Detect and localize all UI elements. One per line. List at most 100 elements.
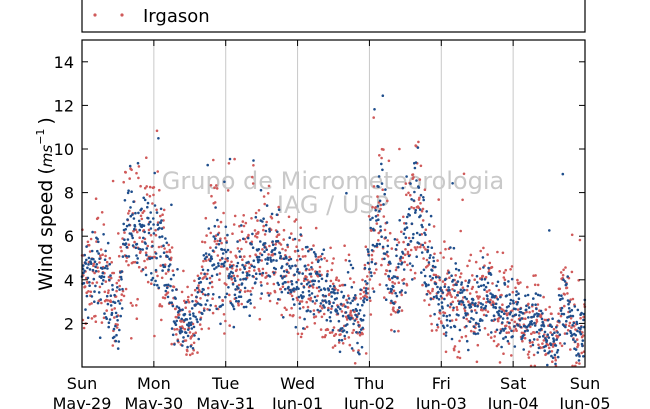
- point-series-2: [553, 331, 556, 335]
- point-series-2: [136, 257, 139, 260]
- point-series-2: [234, 296, 238, 300]
- point-series-2: [132, 200, 135, 203]
- point-irgason: [115, 289, 118, 293]
- point-series-2: [406, 215, 409, 219]
- point-irgason: [433, 252, 436, 256]
- point-series-2: [552, 339, 556, 342]
- point-series-2: [393, 275, 397, 279]
- point-irgason: [135, 171, 138, 175]
- point-irgason: [145, 193, 149, 196]
- point-irgason: [491, 282, 494, 285]
- point-series-2: [228, 272, 231, 276]
- point-irgason: [218, 278, 221, 282]
- point-series-2: [316, 272, 319, 275]
- point-series-2: [168, 301, 172, 305]
- y-axis-title-text: Wind speed: [35, 180, 57, 291]
- point-series-2: [213, 224, 217, 228]
- point-irgason: [531, 309, 535, 313]
- point-irgason: [421, 207, 425, 211]
- point-irgason: [361, 332, 364, 336]
- point-series-2: [107, 325, 110, 329]
- point-series-2: [472, 325, 476, 329]
- point-series-2: [465, 339, 469, 343]
- point-series-2: [562, 278, 565, 282]
- point-irgason: [443, 282, 447, 286]
- point-series-2: [214, 206, 217, 209]
- point-series-2: [518, 318, 522, 322]
- point-series-2: [510, 277, 514, 281]
- point-series-2: [310, 266, 313, 269]
- point-series-2: [319, 309, 322, 313]
- point-series-2: [532, 297, 535, 300]
- point-irgason: [536, 283, 540, 287]
- point-series-2: [165, 241, 169, 245]
- point-irgason: [489, 298, 492, 302]
- point-series-2: [249, 302, 252, 305]
- point-irgason: [409, 268, 413, 272]
- point-series-2: [294, 325, 298, 329]
- point-irgason: [312, 244, 315, 247]
- point-series-2: [143, 230, 146, 234]
- point-series-2: [298, 307, 302, 310]
- point-series-2: [223, 248, 226, 252]
- point-series-2: [499, 330, 503, 333]
- point-irgason: [546, 343, 550, 347]
- point-series-2: [226, 248, 230, 252]
- point-irgason: [100, 301, 103, 305]
- point-irgason: [479, 249, 483, 253]
- point-series-2: [217, 264, 220, 268]
- point-series-2: [464, 306, 467, 309]
- point-irgason: [359, 297, 363, 300]
- point-irgason: [515, 329, 518, 333]
- point-series-2: [341, 327, 344, 330]
- point-irgason: [390, 328, 393, 332]
- point-irgason: [166, 291, 170, 294]
- point-irgason: [464, 334, 468, 338]
- point-irgason: [209, 231, 212, 235]
- point-series-2: [234, 279, 237, 283]
- point-series-2: [91, 268, 95, 272]
- point-irgason: [148, 185, 152, 189]
- point-series-2: [109, 274, 112, 277]
- point-series-2: [475, 274, 479, 278]
- point-irgason: [150, 282, 153, 286]
- point-series-2: [549, 343, 553, 347]
- point-irgason: [265, 220, 269, 224]
- point-series-2: [431, 264, 435, 268]
- point-series-2: [152, 232, 156, 235]
- point-series-2: [429, 297, 433, 301]
- point-series-2: [382, 203, 385, 206]
- point-irgason: [82, 326, 86, 330]
- point-series-2: [267, 294, 271, 297]
- point-irgason: [319, 328, 323, 331]
- point-series-2: [325, 318, 329, 322]
- point-series-2: [305, 282, 309, 286]
- point-series-2: [571, 314, 575, 318]
- point-irgason: [156, 274, 159, 278]
- point-series-2: [292, 287, 296, 290]
- point-irgason: [190, 293, 194, 297]
- point-irgason: [143, 259, 146, 263]
- point-irgason: [430, 322, 433, 326]
- point-irgason: [223, 237, 227, 240]
- point-irgason: [469, 329, 473, 333]
- point-irgason: [285, 308, 288, 312]
- point-irgason: [526, 285, 529, 289]
- point-series-2: [538, 335, 541, 339]
- point-irgason: [423, 299, 426, 302]
- y-axis-unit-exp: −1: [34, 129, 47, 145]
- point-series-2: [97, 291, 101, 294]
- point-series-2: [532, 315, 535, 318]
- point-series-2: [195, 318, 199, 321]
- point-irgason: [402, 240, 405, 244]
- point-irgason: [307, 297, 311, 301]
- point-irgason: [374, 206, 378, 209]
- point-series-2: [438, 309, 442, 312]
- point-irgason: [554, 358, 557, 362]
- point-series-2: [383, 257, 386, 261]
- point-irgason: [580, 351, 583, 355]
- point-irgason: [507, 342, 511, 345]
- point-irgason: [313, 322, 317, 325]
- point-irgason: [279, 243, 283, 246]
- point-irgason: [257, 209, 261, 212]
